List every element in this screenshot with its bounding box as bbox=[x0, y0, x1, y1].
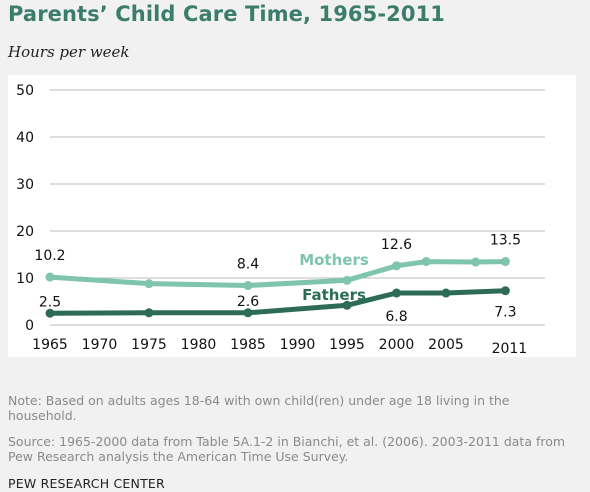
x-tick-label: 1965 bbox=[32, 337, 68, 353]
chart-note: Note: Based on adults ages 18-64 with ow… bbox=[8, 393, 510, 423]
y-tick-label: 10 bbox=[16, 271, 34, 287]
x-tick-label: 1970 bbox=[82, 337, 118, 353]
x-tick-label: 1985 bbox=[230, 337, 266, 353]
data-point-fathers bbox=[441, 288, 451, 298]
chart-subtitle: Hours per week bbox=[8, 43, 130, 61]
data-point-fathers bbox=[243, 308, 253, 318]
data-point-mothers bbox=[392, 261, 401, 271]
data-label: 2.5 bbox=[39, 294, 61, 310]
data-point-mothers bbox=[144, 279, 154, 289]
data-point-mothers bbox=[45, 272, 55, 282]
chart-title: Parents’ Child Care Time, 1965-2011 bbox=[8, 2, 446, 26]
data-label: 2.6 bbox=[237, 294, 259, 310]
data-point-mothers bbox=[500, 257, 510, 267]
data-label: 6.8 bbox=[385, 309, 407, 325]
x-tick-label: 2011 bbox=[492, 341, 528, 357]
x-tick-label: 1980 bbox=[181, 337, 217, 353]
series-line-fathers bbox=[47, 288, 508, 316]
data-point-mothers bbox=[421, 257, 431, 267]
data-point-fathers bbox=[144, 308, 154, 318]
data-point-mothers bbox=[243, 281, 253, 291]
data-label: 7.3 bbox=[494, 305, 516, 321]
y-tick-label: 50 bbox=[16, 83, 34, 99]
series-label-fathers: Fathers bbox=[302, 286, 366, 304]
y-tick-label: 0 bbox=[25, 318, 34, 334]
line-chart: 0 10 20 30 40 50 1965 1970 1975 1980 1985 1990 1995… bbox=[16, 83, 545, 357]
x-tick-label: 1990 bbox=[280, 337, 316, 353]
y-tick-label: 20 bbox=[16, 224, 34, 240]
x-tick-label: 2000 bbox=[379, 337, 415, 353]
x-tick-label: 1975 bbox=[131, 337, 167, 353]
data-point-mothers bbox=[471, 257, 481, 267]
series-label-mothers: Mothers bbox=[299, 251, 369, 269]
data-point-mothers bbox=[342, 275, 352, 285]
y-tick-label: 40 bbox=[16, 130, 34, 146]
data-label: 13.5 bbox=[490, 233, 521, 249]
x-tick-label: 2005 bbox=[428, 337, 464, 353]
data-label: 8.4 bbox=[237, 257, 259, 273]
data-point-fathers bbox=[500, 286, 510, 296]
data-label: 12.6 bbox=[381, 237, 412, 253]
brand-footer: PEW RESEARCH CENTER bbox=[8, 476, 165, 491]
x-tick-label: 1995 bbox=[329, 337, 365, 353]
data-point-fathers bbox=[392, 288, 401, 298]
data-point-fathers bbox=[45, 308, 55, 318]
series-line-mothers bbox=[47, 259, 508, 288]
chart-source: Source: 1965-2000 data from Table 5A.1-2… bbox=[8, 434, 566, 464]
plot-area: 0 10 20 30 40 50 1965 1970 1975 1980 1985 1990 1995… bbox=[8, 75, 576, 357]
y-tick-label: 30 bbox=[16, 177, 34, 193]
data-point-fathers bbox=[342, 300, 352, 310]
data-label: 10.2 bbox=[34, 248, 65, 264]
